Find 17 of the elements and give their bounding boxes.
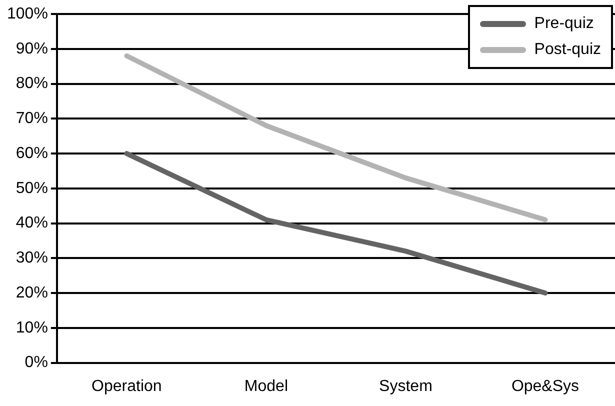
x-tick-label: Model: [244, 378, 288, 395]
y-tick-label: 30%: [16, 250, 48, 267]
legend-label: Post-quiz: [534, 41, 601, 59]
y-tick-label: 20%: [16, 284, 48, 302]
y-tick-label: 40%: [16, 214, 48, 232]
y-tick-label: 80%: [16, 75, 48, 92]
x-tick-label: System: [379, 378, 432, 395]
y-tick-label: 60%: [16, 144, 48, 162]
y-tick-label: 50%: [16, 180, 48, 197]
legend-label: Pre-quiz: [534, 15, 594, 33]
y-tick-label: 10%: [16, 319, 48, 336]
y-tick-label: 90%: [16, 40, 48, 58]
y-tick-label: 100%: [7, 5, 48, 22]
x-tick-label: Operation: [92, 378, 162, 395]
y-tick-label: 0%: [24, 354, 48, 372]
y-tick-label: 70%: [16, 110, 48, 128]
x-tick-label: Ope&Sys: [511, 378, 580, 395]
